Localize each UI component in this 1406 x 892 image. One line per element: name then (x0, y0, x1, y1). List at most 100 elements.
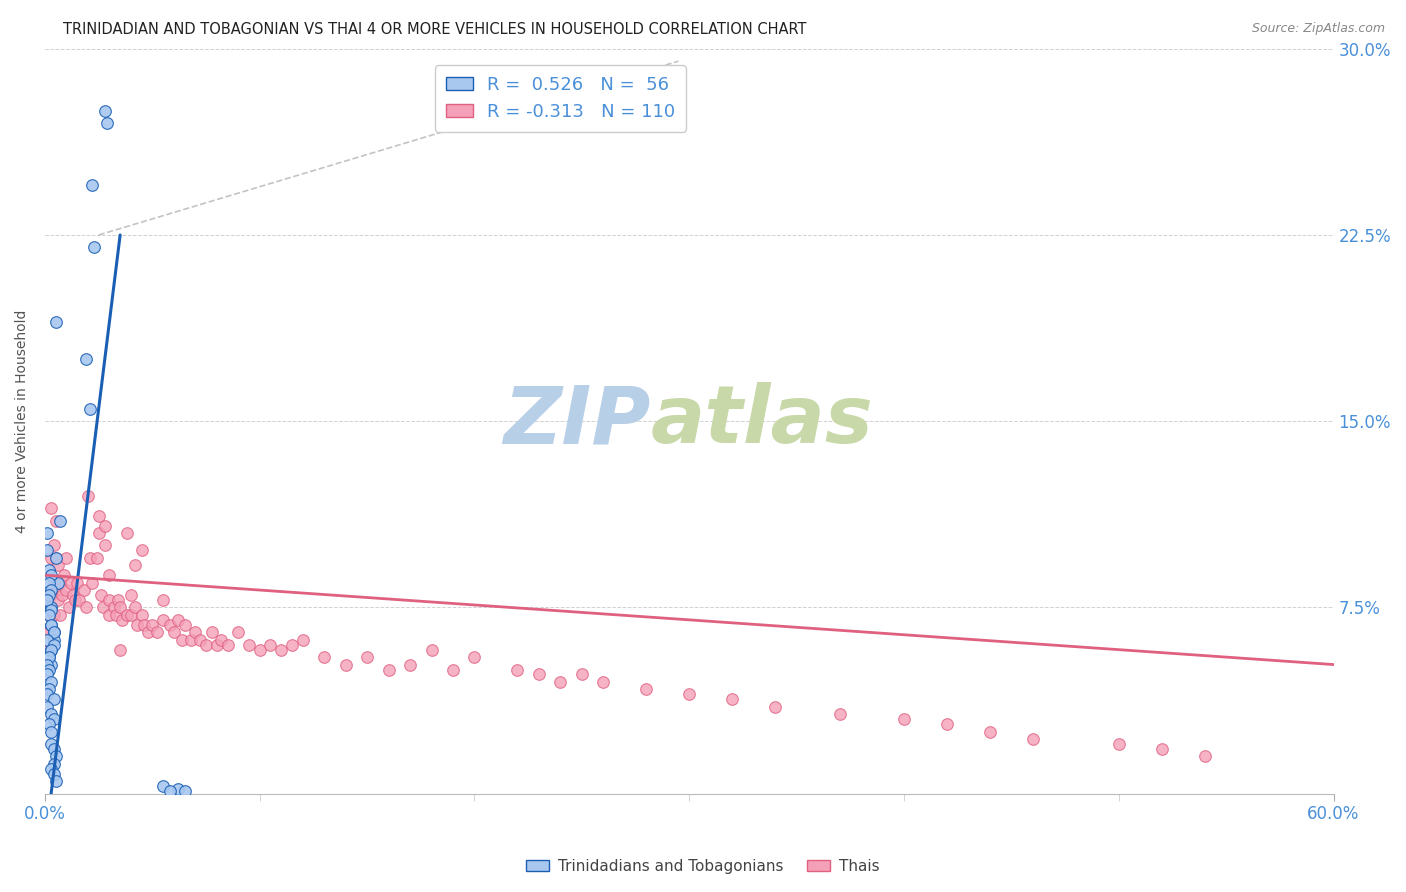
Point (38, 682, 60, 697)
Point (42, 712, 65, 726)
Point (592, 675, 614, 690)
Text: TRINIDADIAN AND TOBAGONIAN VS THAI 4 OR MORE VEHICLES IN HOUSEHOLD CORRELATION C: TRINIDADIAN AND TOBAGONIAN VS THAI 4 OR … (63, 22, 807, 37)
Point (38, 663, 60, 677)
Legend: R =  0.526   N =  56, R = -0.313   N = 110: R = 0.526 N = 56, R = -0.313 N = 110 (434, 65, 686, 132)
Point (49, 514, 72, 528)
Point (75, 600, 97, 615)
Point (41, 642, 63, 657)
Point (104, 607, 127, 622)
Point (53, 568, 76, 582)
Point (46, 575, 69, 590)
Point (1150, 742, 1173, 756)
Point (45, 315, 67, 329)
Point (37, 525, 59, 540)
Point (91, 600, 114, 615)
Point (281, 638, 304, 652)
Point (37, 543, 59, 558)
Point (41, 724, 63, 739)
Point (62, 588, 84, 602)
Point (59, 575, 82, 590)
Point (201, 625, 224, 640)
Point (37, 632, 59, 647)
Point (136, 625, 159, 640)
Point (131, 607, 153, 622)
Point (94, 538, 117, 552)
Point (172, 632, 194, 647)
Point (37, 699, 59, 714)
Point (120, 588, 142, 602)
Point (38, 650, 60, 665)
Point (49, 575, 72, 590)
Point (46, 558, 69, 573)
Point (38, 588, 60, 602)
Point (184, 625, 207, 640)
Point (152, 779, 174, 793)
Point (270, 642, 292, 657)
Point (42, 756, 65, 771)
Point (38, 625, 60, 640)
Point (90, 588, 112, 602)
Point (291, 632, 314, 647)
Point (37, 657, 59, 672)
Point (314, 650, 336, 665)
Point (120, 607, 142, 622)
Point (721, 692, 744, 706)
Point (141, 617, 163, 632)
Point (152, 593, 174, 607)
Point (41, 675, 63, 690)
Point (45, 550, 67, 565)
Point (124, 558, 146, 573)
Point (38, 607, 60, 622)
Point (127, 617, 149, 632)
Point (103, 600, 125, 615)
Point (145, 625, 167, 640)
Point (37, 593, 59, 607)
Point (98, 568, 121, 582)
Point (763, 699, 786, 714)
Point (41, 501, 63, 516)
Point (79, 550, 101, 565)
Point (259, 638, 281, 652)
Point (1108, 737, 1130, 751)
Point (163, 625, 186, 640)
Point (107, 593, 129, 607)
Point (188, 632, 211, 647)
Point (636, 682, 658, 697)
Point (72, 583, 94, 598)
Point (420, 642, 443, 657)
Point (936, 717, 959, 731)
Point (167, 781, 190, 796)
Point (131, 543, 153, 558)
Point (41, 588, 63, 602)
Point (399, 657, 422, 672)
Point (45, 749, 67, 764)
Point (86, 550, 108, 565)
Point (159, 784, 181, 798)
Point (98, 593, 121, 607)
Point (82, 575, 104, 590)
Text: atlas: atlas (651, 382, 873, 460)
Point (42, 607, 65, 622)
Point (152, 613, 174, 627)
Y-axis label: 4 or more Vehicles in Household: 4 or more Vehicles in Household (15, 310, 30, 533)
Point (377, 663, 399, 677)
Point (180, 632, 202, 647)
Point (41, 642, 63, 657)
Point (37, 600, 59, 615)
Point (38, 575, 60, 590)
Point (108, 600, 131, 615)
Point (83, 240, 105, 254)
Point (506, 663, 529, 677)
Point (55, 550, 77, 565)
Point (441, 663, 464, 677)
Point (41, 583, 63, 598)
Point (37, 687, 59, 701)
Point (49, 607, 72, 622)
Point (115, 525, 138, 540)
Point (550, 675, 572, 690)
Point (38, 650, 60, 665)
Point (463, 650, 485, 665)
Point (42, 692, 65, 706)
Point (42, 638, 65, 652)
Point (87, 508, 110, 523)
